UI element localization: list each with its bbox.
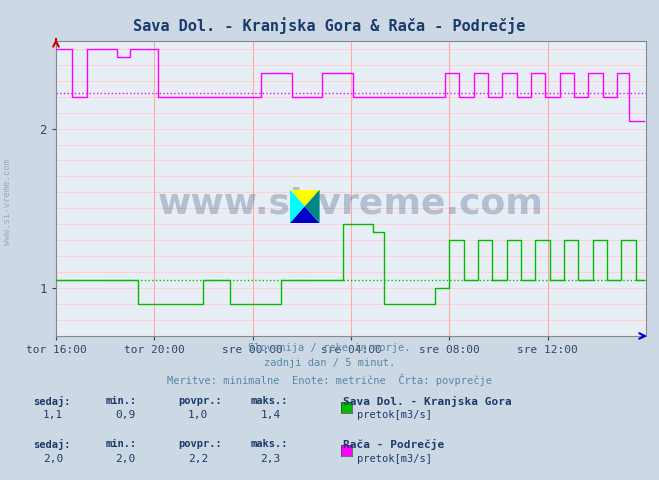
Text: 2,2: 2,2 [188,454,208,464]
Polygon shape [304,190,320,223]
Text: sedaj:: sedaj: [33,396,71,407]
Text: 2,0: 2,0 [43,454,63,464]
Text: 2,0: 2,0 [115,454,136,464]
Polygon shape [290,190,304,223]
Text: sedaj:: sedaj: [33,439,71,450]
Text: www.si-vreme.com: www.si-vreme.com [3,158,13,245]
Polygon shape [290,190,320,206]
Text: www.si-vreme.com: www.si-vreme.com [158,186,544,220]
Text: 0,9: 0,9 [115,410,136,420]
Text: 1,4: 1,4 [260,410,281,420]
Text: 1,1: 1,1 [43,410,63,420]
Text: Rača - Podrečje: Rača - Podrečje [343,439,444,450]
Text: maks.:: maks.: [250,396,288,406]
Text: pretok[m3/s]: pretok[m3/s] [357,410,432,420]
Text: Sava Dol. - Kranjska Gora & Rača - Podrečje: Sava Dol. - Kranjska Gora & Rača - Podre… [133,17,526,34]
Text: min.:: min.: [105,396,136,406]
Text: 1,0: 1,0 [188,410,208,420]
Text: Slovenija / reke in morje.
zadnji dan / 5 minut.
Meritve: minimalne  Enote: metr: Slovenija / reke in morje. zadnji dan / … [167,343,492,386]
Polygon shape [290,206,320,223]
Text: min.:: min.: [105,439,136,449]
Text: 2,3: 2,3 [260,454,281,464]
Text: pretok[m3/s]: pretok[m3/s] [357,454,432,464]
Text: povpr.:: povpr.: [178,396,221,406]
Text: Sava Dol. - Kranjska Gora: Sava Dol. - Kranjska Gora [343,396,511,407]
Text: povpr.:: povpr.: [178,439,221,449]
Text: maks.:: maks.: [250,439,288,449]
